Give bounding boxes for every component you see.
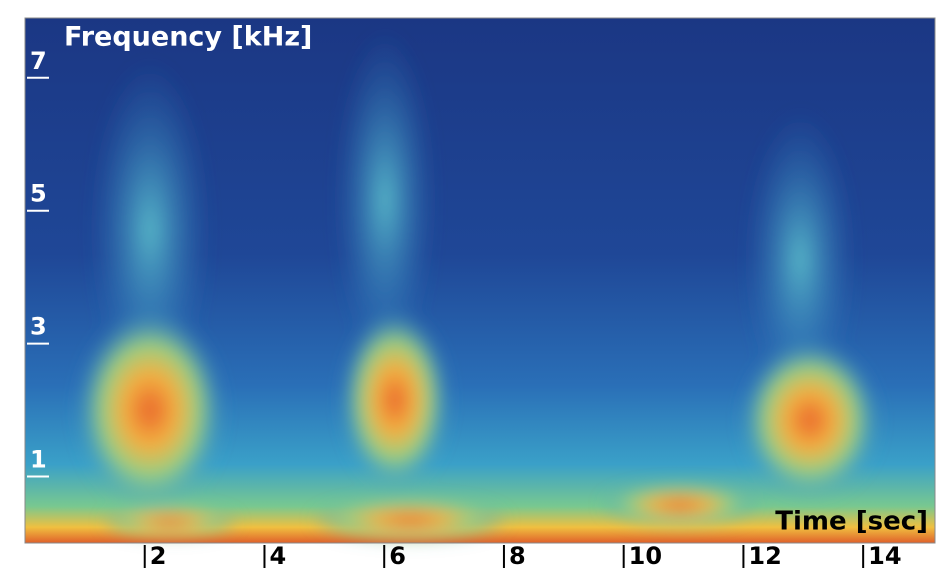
y-tick-label: 1 bbox=[30, 446, 47, 474]
x-tick-label: 12 bbox=[748, 542, 781, 570]
x-tick-label: 6 bbox=[389, 542, 406, 570]
plot-border bbox=[24, 17, 936, 544]
y-tick-label: 3 bbox=[30, 313, 47, 341]
x-axis-label: Time [sec] bbox=[775, 507, 928, 537]
y-tick-label: 7 bbox=[30, 47, 47, 75]
energy-decoration bbox=[75, 30, 880, 542]
x-tick-label: 14 bbox=[868, 542, 901, 570]
x-tick-label: 2 bbox=[150, 542, 167, 570]
plot-area bbox=[24, 17, 936, 544]
y-tick-label: 5 bbox=[30, 180, 47, 208]
x-tick-label: 8 bbox=[509, 542, 526, 570]
x-tick-label: 10 bbox=[629, 542, 662, 570]
y-axis-label: Frequency [kHz] bbox=[64, 22, 312, 53]
x-tick-label: 4 bbox=[269, 542, 286, 570]
